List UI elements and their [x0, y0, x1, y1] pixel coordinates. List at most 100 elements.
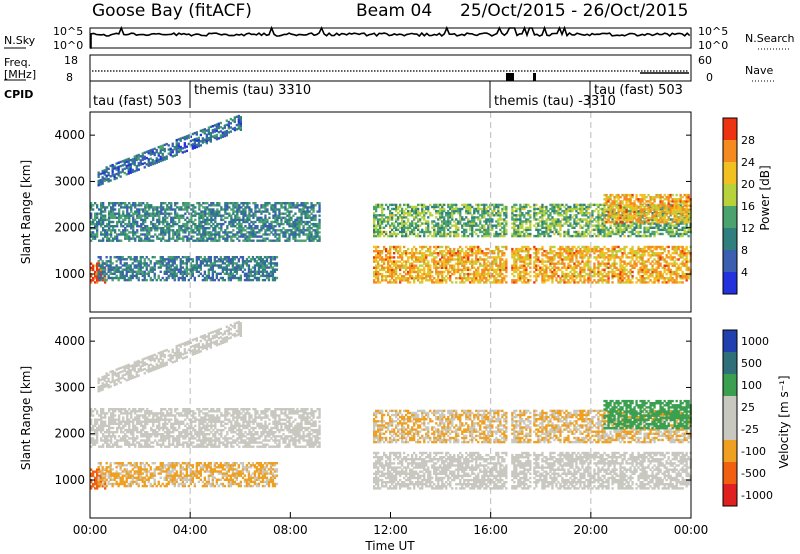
power-cell: [186, 237, 189, 240]
power-cell: [270, 208, 273, 211]
power-cell: [545, 260, 548, 263]
power-cell: [513, 275, 516, 278]
power-cell: [471, 260, 474, 263]
power-cell: [389, 268, 392, 272]
power-cell: [162, 206, 165, 209]
power-cell: [681, 270, 684, 274]
power-cell: [272, 210, 275, 213]
power-cell: [449, 264, 452, 267]
power-cell: [159, 270, 162, 273]
power-cell: [399, 216, 402, 219]
power-cell: [157, 154, 160, 157]
power-cell: [153, 274, 156, 278]
power-cell: [467, 234, 470, 238]
power-cell: [481, 214, 484, 217]
power-cell: [607, 270, 610, 274]
power-cell: [417, 272, 420, 276]
power-cell: [233, 120, 236, 123]
power-cell: [99, 258, 102, 261]
power-cell: [443, 203, 446, 207]
power-cell: [222, 218, 225, 222]
power-cell: [443, 216, 446, 219]
power-cell: [221, 133, 224, 136]
power-cell: [501, 281, 504, 284]
power-cell: [189, 135, 192, 138]
power-cell: [110, 233, 113, 236]
power-cell: [207, 258, 210, 261]
power-cell: [312, 204, 315, 207]
power-cell: [210, 233, 213, 236]
power-cell: [487, 209, 490, 213]
power-cell: [443, 279, 446, 282]
power-cell: [151, 268, 154, 271]
power-cell: [310, 231, 313, 234]
power-cell: [96, 225, 99, 228]
power-cell: [233, 276, 236, 280]
power-cell: [203, 276, 206, 280]
power-cell: [633, 252, 636, 255]
power-cell: [195, 143, 198, 147]
power-cell: [273, 256, 277, 259]
power-cell: [127, 161, 130, 165]
power-cell: [210, 220, 213, 224]
power-cell: [571, 275, 574, 278]
power-cell: [144, 237, 147, 240]
power-cell: [169, 258, 172, 261]
power-cell: [523, 258, 526, 261]
power-cell: [105, 178, 108, 182]
power-cell: [439, 226, 442, 229]
power-cell: [613, 272, 616, 276]
power-cell: [469, 254, 472, 257]
power-cell: [198, 202, 201, 205]
power-cell: [465, 216, 468, 219]
power-cell: [487, 264, 490, 267]
power-cell: [112, 239, 115, 242]
power-cell: [310, 235, 313, 238]
power-cell: [174, 239, 177, 242]
power-cell: [437, 272, 440, 276]
power-cell: [92, 204, 95, 207]
power-cell: [673, 279, 676, 282]
power-cell: [375, 230, 378, 234]
power-cell: [467, 260, 470, 263]
power-cell: [106, 231, 109, 234]
power-cell: [433, 205, 436, 209]
power-cell: [661, 245, 664, 249]
power-cell: [142, 239, 145, 242]
power-cell: [140, 216, 143, 219]
power-cell: [189, 266, 192, 269]
power-cell: [559, 254, 562, 257]
power-cell: [100, 202, 103, 205]
power-cell: [231, 258, 234, 261]
power-cell: [475, 254, 478, 257]
power-cell: [405, 207, 408, 211]
power-cell: [413, 279, 416, 282]
power-cell: [447, 216, 450, 219]
power-cell: [387, 264, 390, 267]
power-cell: [457, 228, 460, 232]
power-cell: [136, 235, 139, 238]
power-cell: [411, 207, 414, 211]
power-cell: [187, 258, 190, 261]
power-cell: [375, 272, 378, 276]
power-cell: [547, 266, 550, 269]
power-cell: [387, 220, 390, 223]
power-cell: [286, 218, 289, 222]
power-cell: [391, 234, 394, 238]
power-cell: [232, 225, 235, 228]
power-cell: [188, 233, 191, 236]
power-cell: [645, 250, 648, 253]
power-cell: [96, 235, 99, 238]
power-cell: [176, 237, 179, 240]
power-cell: [417, 203, 420, 207]
power-cell: [575, 256, 578, 259]
power-cell: [447, 205, 450, 209]
power-cell: [671, 264, 674, 267]
power-cell: [160, 212, 163, 215]
power-cell: [671, 245, 674, 249]
power-cell: [445, 254, 448, 257]
power-cell: [119, 262, 122, 265]
power-cell: [451, 209, 454, 213]
power-cell: [154, 233, 157, 236]
